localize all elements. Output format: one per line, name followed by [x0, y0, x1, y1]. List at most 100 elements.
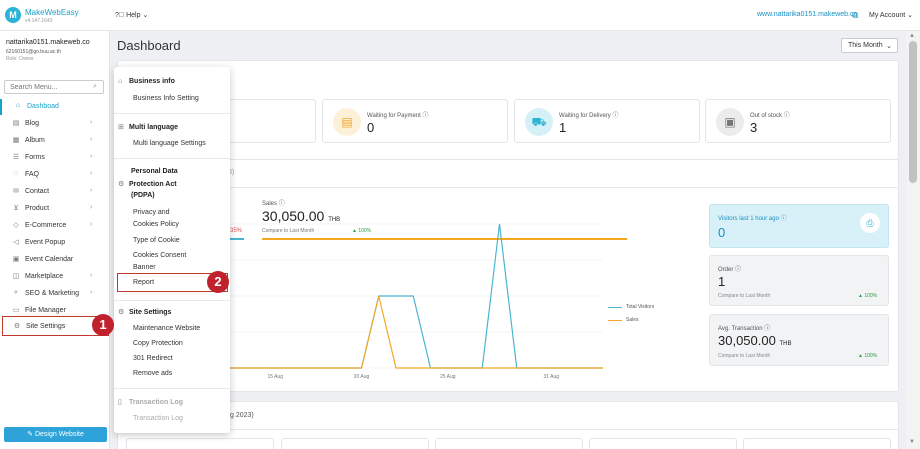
card-compare: Compare to Last Month — [718, 293, 771, 299]
sidebar-item-album[interactable]: ▦ Album › — [0, 133, 110, 149]
card-value: 30,050.00 THB — [718, 333, 792, 348]
card-change: ▲ 100% — [858, 293, 878, 299]
search-icon: ⌕ — [93, 83, 97, 90]
user-role: Role: Owner — [6, 56, 34, 62]
menu-item-business-info-setting[interactable]: Business Info Setting — [133, 95, 199, 102]
site-link[interactable]: www.nattarika0151.makeweb.co — [757, 11, 858, 18]
help-circle-icon: ?⃝ — [115, 12, 125, 19]
menu-item-301-redirect[interactable]: 301 Redirect — [133, 355, 173, 362]
sidebar-item-seo-marketing[interactable]: ⌕ SEO & Marketing › — [0, 286, 110, 302]
chevron-down-icon: ⌄ — [907, 12, 914, 19]
sidebar-item-contact[interactable]: ✉ Contact › — [0, 184, 110, 200]
menu-item-type-of-cookie[interactable]: Type of Cookie — [133, 237, 180, 244]
sidebar: nattarika0151.makeweb.co 62160151@go.buu… — [0, 31, 110, 449]
app-name[interactable]: MakeWebEasy — [25, 8, 79, 17]
help-menu[interactable]: ?⃝ Help ⌄ — [115, 11, 148, 19]
legend-label-visitors: Total Visitors — [626, 304, 655, 310]
image-icon: ▦ — [12, 137, 20, 144]
stat-card-waiting-payment[interactable]: ▤ Waiting for Payment ⓘ 0 — [322, 99, 508, 143]
step-marker-2: 2 — [207, 271, 229, 293]
chevron-right-icon: › — [90, 221, 93, 228]
sidebar-item-file-manager[interactable]: ▭ File Manager — [0, 303, 110, 319]
sidebar-item-label: Event Calendar — [25, 256, 74, 263]
sidebar-item-event-calendar[interactable]: ▣ Event Calendar — [0, 252, 110, 268]
card-compare: Compare to Last Month — [718, 353, 771, 359]
bottom-panel — [117, 401, 899, 449]
design-website-button[interactable]: ✎ Design Website — [4, 427, 107, 442]
card-title: Visitors last 1 hour ago ⓘ — [718, 216, 787, 222]
sidebar-item-ecommerce[interactable]: ◇ E-Commerce › — [0, 218, 110, 234]
menu-item-remove-ads[interactable]: Remove ads — [133, 370, 173, 377]
scroll-up-icon[interactable]: ▲ — [909, 33, 915, 39]
site-settings-dropdown: ⌂ Business info Business Info Setting ⊞ Mu… — [114, 67, 230, 433]
search-input[interactable] — [4, 80, 104, 94]
legend-label-sales: Sales — [626, 317, 639, 323]
chart-x-tick-label: 15 Aug — [267, 374, 283, 380]
bottom-card — [126, 438, 274, 449]
gear-icon: ⚙ — [118, 181, 125, 188]
chevron-right-icon: › — [90, 272, 93, 279]
logo-icon[interactable]: M — [5, 7, 21, 23]
page-scrollbar[interactable]: ▲ ▼ — [906, 31, 920, 449]
sidebar-item-blog[interactable]: ▤ Blog › — [0, 116, 110, 132]
visitors-change-fragment: 35% — [230, 228, 243, 234]
dropdown-section-pdpa-line3: (PDPA) — [131, 192, 155, 199]
card-change: ▲ 100% — [858, 353, 878, 359]
box-icon: ▣ — [716, 108, 744, 136]
print-icon[interactable]: ⎙ — [860, 213, 880, 233]
sidebar-item-label: Forms — [25, 154, 45, 161]
cart-icon: ⊻ — [13, 205, 19, 212]
chevron-right-icon: › — [90, 187, 93, 194]
account-menu[interactable]: My Account ⌄ — [869, 11, 913, 19]
dropdown-section-site-settings: ⚙ Site Settings — [118, 309, 172, 316]
menu-item-cookie-banner-line2[interactable]: Banner — [133, 264, 156, 271]
home-icon: ⌂ — [15, 102, 21, 109]
dropdown-section-multi-language: ⊞ Multi language — [118, 124, 178, 131]
menu-item-copy-protection[interactable]: Copy Protection — [133, 340, 183, 347]
sidebar-item-marketplace[interactable]: ◫ Marketplace › — [0, 269, 110, 285]
dropdown-section-pdpa-line2: ⚙ Protection Act — [118, 181, 177, 188]
gear-icon: ⚙ — [118, 309, 125, 316]
scroll-down-icon[interactable]: ▼ — [909, 439, 915, 445]
divider — [114, 300, 230, 301]
chart-x-tick-label: 20 Aug — [354, 374, 370, 380]
menu-item-multi-language-settings[interactable]: Multi language Settings — [133, 140, 206, 147]
document-icon: ▤ — [12, 120, 20, 127]
stat-card-out-of-stock[interactable]: ▣ Out of stock ⓘ 3 — [705, 99, 891, 143]
sidebar-item-dashboard[interactable]: ⌂ Dashboad — [0, 99, 110, 115]
menu-item-privacy-line2[interactable]: Cookies Policy — [133, 221, 179, 228]
stat-value: 1 — [559, 120, 567, 135]
external-link-icon[interactable]: ⧉ — [852, 10, 859, 20]
brush-icon: ✎ — [27, 431, 33, 438]
dropdown-section-business-info: ⌂ Business info — [118, 78, 175, 85]
user-email: 62160151@go.buu.ac.th — [6, 49, 61, 55]
sales-label: Sales ⓘ — [262, 201, 285, 207]
stat-value: 3 — [750, 120, 758, 135]
info-icon: ⓘ — [612, 113, 619, 119]
stat-label: Waiting for Payment ⓘ — [367, 113, 429, 119]
info-icon: ⓘ — [735, 267, 742, 273]
page-title: Dashboard — [117, 38, 181, 53]
sidebar-item-faq[interactable]: ◌ FAQ › — [0, 167, 110, 183]
divider — [114, 388, 230, 389]
menu-item-cookie-banner-line1[interactable]: Cookies Consent — [133, 252, 187, 259]
sidebar-item-forms[interactable]: ☰ Forms › — [0, 150, 110, 166]
menu-item-transaction-log[interactable]: Transaction Log — [133, 415, 183, 422]
sales-tab-underline[interactable] — [262, 238, 627, 240]
menu-item-maintenance-website[interactable]: Maintenance Website — [133, 325, 201, 332]
divider — [117, 187, 899, 188]
sales-compare: Compare to Last Month — [262, 228, 315, 234]
sidebar-item-label: Marketplace — [25, 273, 64, 280]
scrollbar-thumb[interactable] — [909, 41, 917, 183]
sidebar-item-label: SEO & Marketing — [25, 290, 80, 297]
stat-card-waiting-delivery[interactable]: ⛟ Waiting for Delivery ⓘ 1 — [514, 99, 700, 143]
sidebar-item-event-popup[interactable]: ◁ Event Popup — [0, 235, 110, 251]
bottom-card — [589, 438, 737, 449]
period-select[interactable]: This Month ⌄ — [841, 38, 898, 53]
sidebar-item-product[interactable]: ⊻ Product › — [0, 201, 110, 217]
bottom-panel-title-fragment: g 2023) — [230, 412, 254, 419]
sidebar-item-label: Event Popup — [25, 239, 66, 246]
info-icon: ⓘ — [422, 113, 429, 119]
menu-item-privacy-line1[interactable]: Privacy and — [133, 209, 170, 216]
sidebar-item-label: File Manager — [25, 307, 66, 314]
